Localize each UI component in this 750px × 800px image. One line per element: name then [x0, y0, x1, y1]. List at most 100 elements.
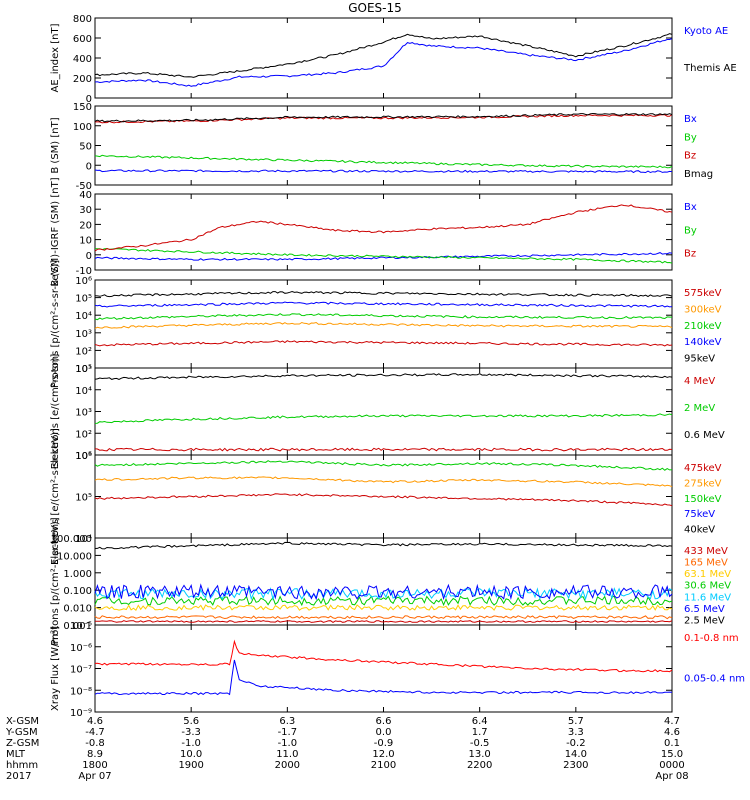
y-tick-label: 10⁴: [75, 534, 92, 545]
y-tick-label: 10⁵: [75, 493, 92, 504]
x-axis-value: -0.2: [566, 738, 586, 749]
series-line-bmag: [94, 112, 673, 123]
y-tick-label: 100: [73, 122, 92, 133]
series-line-6-5-mev: [94, 583, 673, 601]
x-axis-row-label: MLT: [6, 749, 26, 760]
y-axis-label: B (SM)-IGRF (SM) [nT]: [50, 177, 61, 286]
x-axis-value: 0.1: [664, 738, 680, 749]
x-axis-value: 14.0: [565, 749, 587, 760]
x-axis-value: 6.3: [279, 716, 295, 727]
series-line-275kev: [94, 476, 673, 488]
x-axis-value: 11.0: [276, 749, 298, 760]
legend-label: 165 MeV: [684, 558, 728, 569]
y-tick-label: 10⁴: [75, 386, 92, 397]
y-tick-label: 100.000: [51, 534, 92, 545]
legend-label: Bx: [684, 114, 697, 125]
series-line-63-1-mev: [94, 604, 673, 611]
series-line-0-05-0-4-nm: [94, 659, 673, 696]
y-tick-label: 0: [86, 94, 92, 105]
x-axis-value: 2300: [563, 760, 588, 771]
legend-label: Bz: [684, 249, 696, 260]
x-axis-value: 8.9: [87, 749, 103, 760]
panel-frame: [94, 367, 673, 456]
series-line-575kev: [94, 340, 673, 347]
x-axis-row-label: X-GSM: [6, 716, 39, 727]
y-tick-label: 10⁶: [75, 276, 92, 287]
y-tick-label: 10²: [75, 346, 92, 357]
y-tick-label: 200: [73, 74, 92, 85]
series-line-30-6-mev: [94, 595, 673, 607]
x-axis-value: -1.0: [278, 738, 298, 749]
series-line-bz: [94, 204, 673, 252]
panel-frame: [94, 537, 673, 626]
legend-label: 0.05-0.4 nm: [684, 674, 745, 685]
legend-label: 4 MeV: [684, 376, 715, 387]
x-axis-value: 4.7: [664, 716, 680, 727]
x-axis-value: 4.6: [664, 727, 680, 738]
legend-label: 0.6 MeV: [684, 430, 725, 441]
x-axis-value: 6.6: [376, 716, 392, 727]
x-axis-value: 2000: [275, 760, 300, 771]
y-tick-label: 0: [86, 161, 92, 172]
y-tick-label: 10⁻⁹: [70, 708, 92, 719]
x-axis-value: Apr 08: [655, 771, 688, 782]
chart-title: GOES-15: [348, 1, 402, 15]
y-tick-label: 0.010: [63, 604, 92, 615]
x-axis-value: 0000: [659, 760, 684, 771]
series-line-4-mev: [94, 447, 673, 452]
x-axis-value: -0.8: [85, 738, 105, 749]
x-axis-value: -4.7: [85, 727, 105, 738]
series-line-bx: [94, 252, 673, 261]
x-axis-row-label: hhmm: [6, 760, 38, 771]
y-tick-label: 10⁻⁷: [70, 665, 92, 676]
y-tick-label: 10.000: [57, 551, 92, 562]
y-tick-label: 10³: [75, 329, 92, 340]
y-axis-label: Electrons [e/(cm²-s-sr)]: [50, 354, 61, 470]
legend-label: 2.5 MeV: [684, 615, 725, 626]
x-axis-value: 1.7: [472, 727, 488, 738]
series-line-by: [94, 247, 673, 264]
series-line-475kev: [94, 493, 673, 507]
y-tick-label: 400: [73, 54, 92, 65]
panel-3: -10 0 10 20 30 40 B (SM)-IGRF (SM) [nT] Bx By Bz: [50, 177, 697, 286]
y-axis-label: AE_index [nT]: [50, 23, 61, 92]
panel-5: 10¹ 10² 10³ 10⁴ 10⁵ Electrons [e/(cm²-s-sr)] 4…: [50, 354, 725, 470]
legend-label: 275keV: [684, 478, 722, 489]
legend-label: 6.5 MeV: [684, 604, 725, 615]
y-tick-label: 10⁶: [75, 451, 92, 462]
y-tick-label: 150: [73, 102, 92, 113]
y-tick-label: 10¹: [75, 451, 92, 462]
legend-label: 300keV: [684, 304, 722, 315]
series-line-433-mev: [94, 620, 673, 624]
legend-label: 11.6 MeV: [684, 592, 731, 603]
y-tick-label: 10³: [75, 408, 92, 419]
y-tick-label: 40: [79, 190, 92, 201]
y-tick-label: 800: [73, 14, 92, 25]
legend-label: 2 MeV: [684, 403, 715, 414]
legend-label: 433 MeV: [684, 546, 728, 557]
series-line-0-1-0-8-nm: [94, 639, 673, 673]
series-line-kyoto-ae: [94, 38, 673, 87]
legend-label: 40keV: [684, 525, 715, 536]
x-axis-value: -1.0: [181, 738, 201, 749]
y-tick-label: 10⁴: [75, 311, 92, 322]
y-tick-label: 10¹: [75, 364, 92, 375]
x-axis-value: 10.0: [180, 749, 202, 760]
panel-4: 10¹ 10² 10³ 10⁴ 10⁵ 10⁶ Protons [p/(cm²-s-sr-k…: [50, 260, 722, 388]
series-line-by: [94, 154, 673, 169]
legend-label: 140keV: [684, 337, 722, 348]
panel-8: 10⁻⁹ 10⁻⁸ 10⁻⁷ 10⁻⁶ 10⁻⁵ Xray Flux [W/m²] 0.1-…: [50, 621, 745, 719]
y-tick-label: 10²: [75, 429, 92, 440]
legend-label: By: [684, 225, 697, 236]
x-axis-value: 3.3: [568, 727, 584, 738]
series-line-210kev: [94, 313, 672, 321]
x-axis-value: 1900: [178, 760, 203, 771]
x-axis-value: 5.6: [183, 716, 199, 727]
y-tick-label: -50: [76, 181, 92, 192]
series-line-95kev: [94, 290, 673, 298]
x-axis-value: -1.7: [278, 727, 298, 738]
panel-2: -50 0 50 100 150 B (SM) [nT] Bx By Bz Bmag: [50, 102, 713, 192]
series-line-0-6-mev: [94, 373, 673, 381]
legend-label: 30.6 MeV: [684, 581, 731, 592]
